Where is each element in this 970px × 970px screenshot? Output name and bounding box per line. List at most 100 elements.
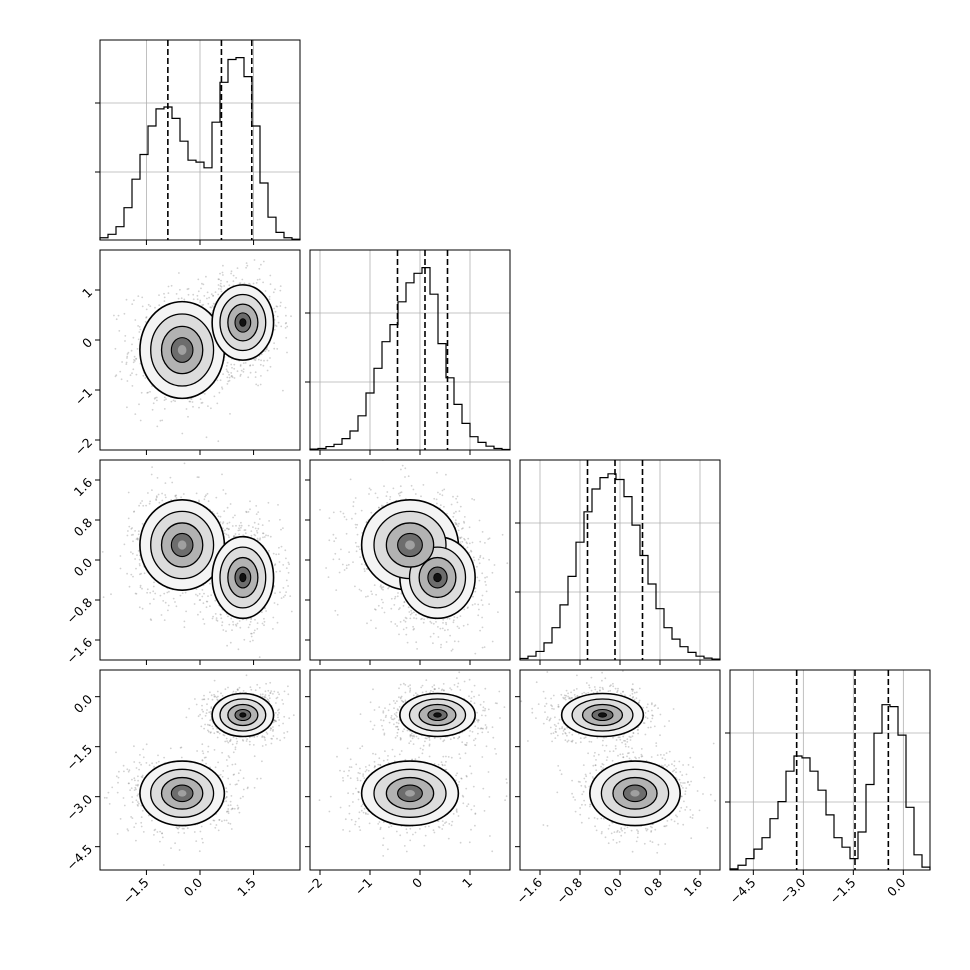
sample-point — [414, 493, 417, 495]
y-tick-label: −2 — [72, 435, 96, 459]
sample-point — [264, 290, 267, 292]
sample-point — [214, 291, 217, 293]
sample-point — [466, 607, 469, 609]
sample-point — [230, 828, 233, 830]
sample-point — [203, 592, 205, 595]
sample-point — [370, 619, 372, 622]
sample-point — [260, 359, 262, 362]
sample-point — [224, 797, 227, 800]
sample-point — [285, 336, 288, 339]
sample-point — [407, 606, 410, 609]
sample-point — [238, 620, 241, 622]
sample-point — [210, 407, 212, 410]
sample-point — [351, 517, 353, 520]
sample-point — [199, 599, 202, 601]
sample-point — [457, 529, 460, 532]
sample-point — [459, 541, 461, 543]
sample-point — [139, 586, 142, 589]
sample-point — [269, 535, 272, 538]
sample-point — [141, 305, 144, 308]
sample-point — [161, 419, 164, 422]
sample-point — [202, 752, 205, 755]
sample-point — [254, 527, 257, 530]
sample-point — [199, 398, 202, 401]
sample-point — [355, 550, 358, 553]
sample-point — [266, 369, 269, 372]
sample-point — [193, 603, 196, 605]
sample-point — [115, 374, 118, 377]
sample-point — [142, 748, 145, 751]
sample-point — [156, 399, 158, 402]
sample-point — [202, 618, 205, 621]
sample-point — [290, 610, 293, 613]
sample-point — [132, 540, 134, 543]
sample-point — [191, 401, 194, 403]
sample-point — [285, 591, 287, 593]
sample-point — [151, 385, 153, 387]
sample-point — [192, 405, 194, 408]
sample-point — [258, 267, 261, 270]
sample-point — [415, 617, 418, 620]
sample-point — [238, 529, 241, 531]
sample-point — [232, 280, 235, 283]
sample-point — [151, 466, 154, 468]
sample-point — [439, 493, 441, 495]
sample-point — [287, 571, 290, 574]
sample-point — [161, 832, 164, 835]
sample-point — [123, 312, 126, 315]
sample-point — [147, 814, 150, 817]
sample-point — [153, 397, 156, 400]
sample-point — [479, 556, 481, 559]
sample-point — [398, 494, 401, 497]
sample-point — [276, 305, 279, 308]
sample-point — [228, 521, 231, 524]
sample-point — [272, 291, 275, 294]
sample-point — [457, 640, 460, 643]
sample-point — [212, 302, 215, 305]
sample-point — [235, 623, 237, 626]
sample-point — [461, 540, 464, 543]
sample-point — [214, 613, 217, 615]
sample-point — [227, 777, 230, 780]
sample-point — [145, 316, 148, 318]
sample-point — [336, 614, 339, 616]
sample-point — [249, 508, 251, 511]
sample-point — [190, 397, 192, 400]
sample-point — [133, 777, 136, 780]
sample-point — [221, 473, 223, 476]
sample-point — [446, 617, 449, 620]
sample-point — [481, 626, 484, 629]
sample-point — [278, 561, 281, 563]
sample-point — [137, 295, 140, 297]
sample-point — [373, 584, 376, 586]
sample-point — [442, 622, 444, 624]
sample-point — [421, 617, 423, 620]
sample-point — [140, 825, 143, 828]
y-tick-label: 0 — [79, 335, 95, 351]
sample-point — [221, 624, 223, 627]
sample-point — [219, 515, 222, 518]
sample-point — [115, 318, 118, 321]
sample-point — [262, 364, 265, 367]
sample-point — [452, 621, 455, 624]
sample-point — [285, 322, 288, 324]
sample-point — [236, 804, 239, 807]
sample-point — [280, 545, 283, 548]
sample-point — [452, 495, 454, 498]
sample-point — [163, 292, 165, 295]
sample-point — [342, 512, 345, 515]
sample-point — [272, 552, 275, 555]
sample-point — [145, 504, 148, 507]
sample-point — [195, 588, 198, 590]
sample-point — [254, 371, 257, 374]
sample-point — [135, 373, 138, 376]
sample-point — [155, 499, 158, 501]
sample-point — [397, 492, 400, 495]
sample-point — [138, 606, 141, 609]
sample-point — [103, 796, 106, 799]
sample-point — [217, 288, 220, 290]
sample-point — [274, 324, 277, 327]
sample-point — [249, 640, 252, 643]
sample-point — [237, 648, 240, 651]
sample-point — [137, 338, 140, 341]
